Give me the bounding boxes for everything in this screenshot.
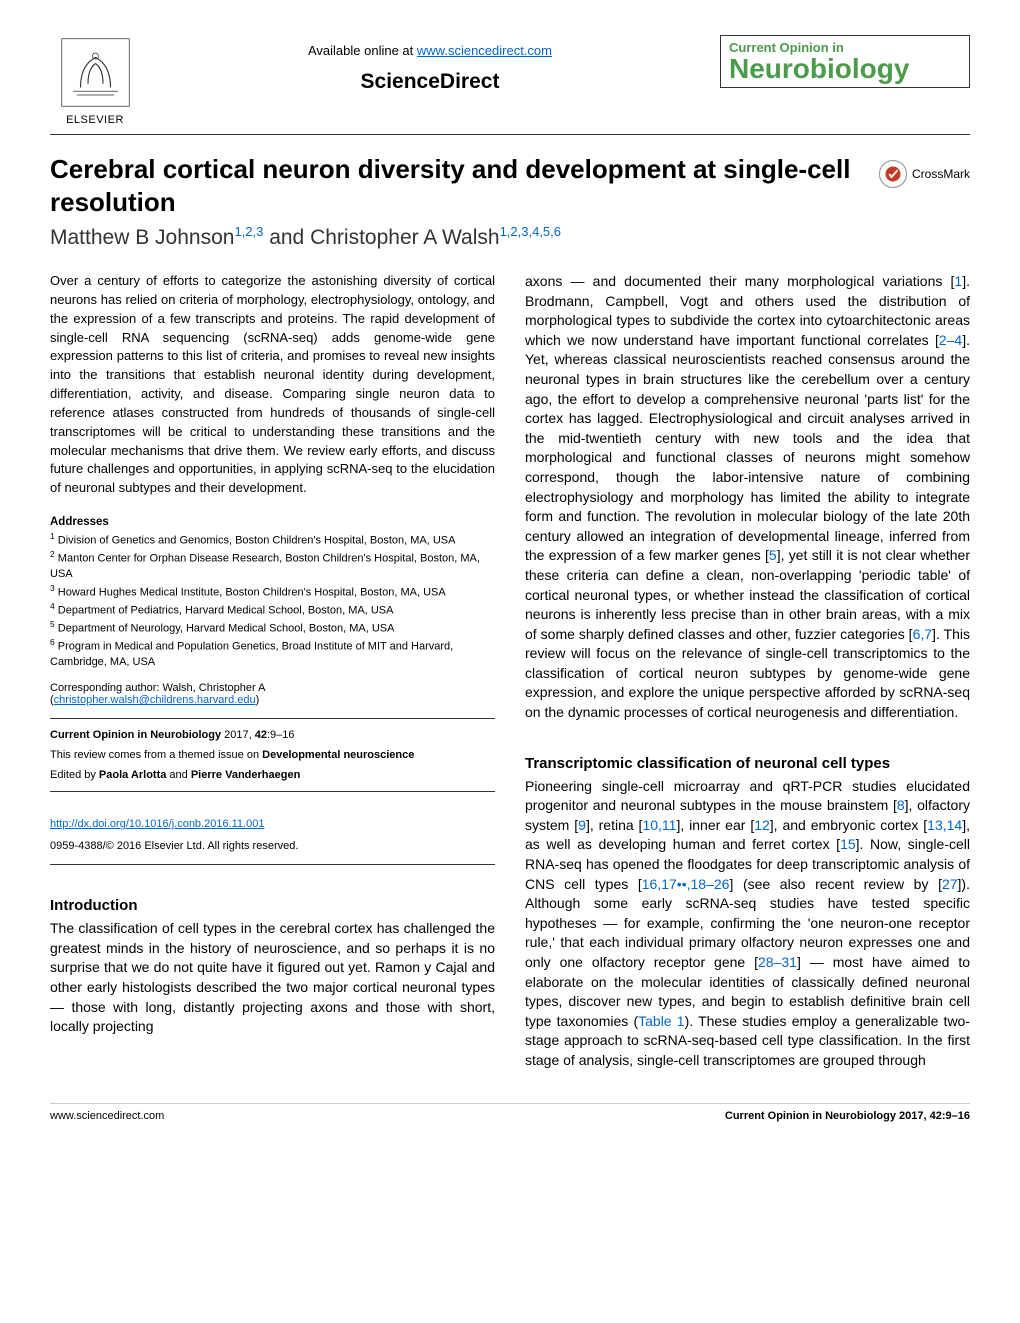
crossmark-badge[interactable]: CrossMark	[878, 159, 970, 189]
ref-5[interactable]: 5	[769, 547, 777, 563]
introduction-heading: Introduction	[50, 897, 495, 914]
title-section: CrossMark Cerebral cortical neuron diver…	[50, 153, 970, 250]
available-online-text: Available online at www.sciencedirect.co…	[140, 43, 720, 58]
ref-9[interactable]: 9	[578, 817, 586, 833]
page-header: ELSEVIER Available online at www.science…	[50, 35, 970, 135]
author-1-affil: 1,2,3	[234, 224, 263, 239]
author-2: Christopher A Walsh	[310, 226, 499, 249]
ref-27[interactable]: 27	[942, 876, 958, 892]
intro-paragraph-right: axons — and documented their many morpho…	[525, 272, 970, 723]
editors-line: Edited by Paola Arlotta and Pierre Vande…	[50, 769, 495, 781]
ref-15[interactable]: 15	[840, 836, 856, 852]
ref-12[interactable]: 12	[754, 817, 770, 833]
transcriptomic-paragraph: Pioneering single-cell microarray and qR…	[525, 777, 970, 1071]
ref-2-4[interactable]: 2–4	[939, 332, 962, 348]
ref-13-14[interactable]: 13,14	[927, 817, 962, 833]
abstract-text: Over a century of efforts to categorize …	[50, 272, 495, 498]
address-1: 1 Division of Genetics and Genomics, Bos…	[50, 531, 495, 549]
sciencedirect-logo: ScienceDirect	[140, 70, 720, 94]
journal-box: Current Opinion in Neurobiology	[720, 35, 970, 88]
author-2-affil: 1,2,3,4,5,6	[500, 224, 561, 239]
themed-issue: This review comes from a themed issue on…	[50, 749, 495, 761]
authors-line: Matthew B Johnson1,2,3 and Christopher A…	[50, 224, 970, 250]
author-1: Matthew B Johnson	[50, 226, 234, 249]
address-6: 6 Program in Medical and Population Gene…	[50, 637, 495, 670]
transcriptomic-heading: Transcriptomic classification of neurona…	[525, 755, 970, 772]
ref-10-11[interactable]: 10,11	[642, 817, 676, 833]
footer-left: www.sciencedirect.com	[50, 1110, 164, 1122]
elsevier-label: ELSEVIER	[66, 114, 124, 126]
ref-28-31[interactable]: 28–31	[758, 954, 797, 970]
doi-block: http://dx.doi.org/10.1016/j.conb.2016.11…	[50, 814, 495, 865]
journal-name: Neurobiology	[729, 55, 961, 83]
ref-16-26[interactable]: 16,17••,18–26	[642, 876, 730, 892]
header-center: Available online at www.sciencedirect.co…	[140, 35, 720, 94]
intro-paragraph-left: The classification of cell types in the …	[50, 919, 495, 1037]
table-1-ref[interactable]: Table 1	[638, 1013, 684, 1029]
right-column: axons — and documented their many morpho…	[525, 272, 970, 1071]
left-column: Over a century of efforts to categorize …	[50, 272, 495, 1071]
elsevier-logo-icon	[58, 35, 133, 110]
elsevier-block: ELSEVIER	[50, 35, 140, 126]
address-4: 4 Department of Pediatrics, Harvard Medi…	[50, 601, 495, 619]
address-2: 2 Manton Center for Orphan Disease Resea…	[50, 549, 495, 582]
citation-info-box: Current Opinion in Neurobiology 2017, 42…	[50, 718, 495, 792]
addresses-heading: Addresses	[50, 516, 495, 528]
address-3: 3 Howard Hughes Medical Institute, Bosto…	[50, 583, 495, 601]
two-column-layout: Over a century of efforts to categorize …	[50, 272, 970, 1071]
page-footer: www.sciencedirect.com Current Opinion in…	[50, 1103, 970, 1122]
crossmark-label: CrossMark	[912, 167, 970, 181]
sciencedirect-link[interactable]: www.sciencedirect.com	[417, 43, 552, 58]
doi-link[interactable]: http://dx.doi.org/10.1016/j.conb.2016.11…	[50, 818, 264, 830]
crossmark-icon	[878, 159, 908, 189]
ref-6-7[interactable]: 6,7	[913, 626, 932, 642]
corresponding-email-link[interactable]: christopher.walsh@childrens.harvard.edu	[54, 694, 256, 706]
ref-8[interactable]: 8	[897, 797, 905, 813]
article-title: Cerebral cortical neuron diversity and d…	[50, 153, 970, 218]
corresponding-author: Corresponding author: Walsh, Christopher…	[50, 682, 495, 706]
citation-line: Current Opinion in Neurobiology 2017, 42…	[50, 729, 495, 741]
copyright-line: 0959-4388/© 2016 Elsevier Ltd. All right…	[50, 840, 495, 852]
address-5: 5 Department of Neurology, Harvard Medic…	[50, 619, 495, 637]
footer-right: Current Opinion in Neurobiology 2017, 42…	[725, 1110, 970, 1122]
